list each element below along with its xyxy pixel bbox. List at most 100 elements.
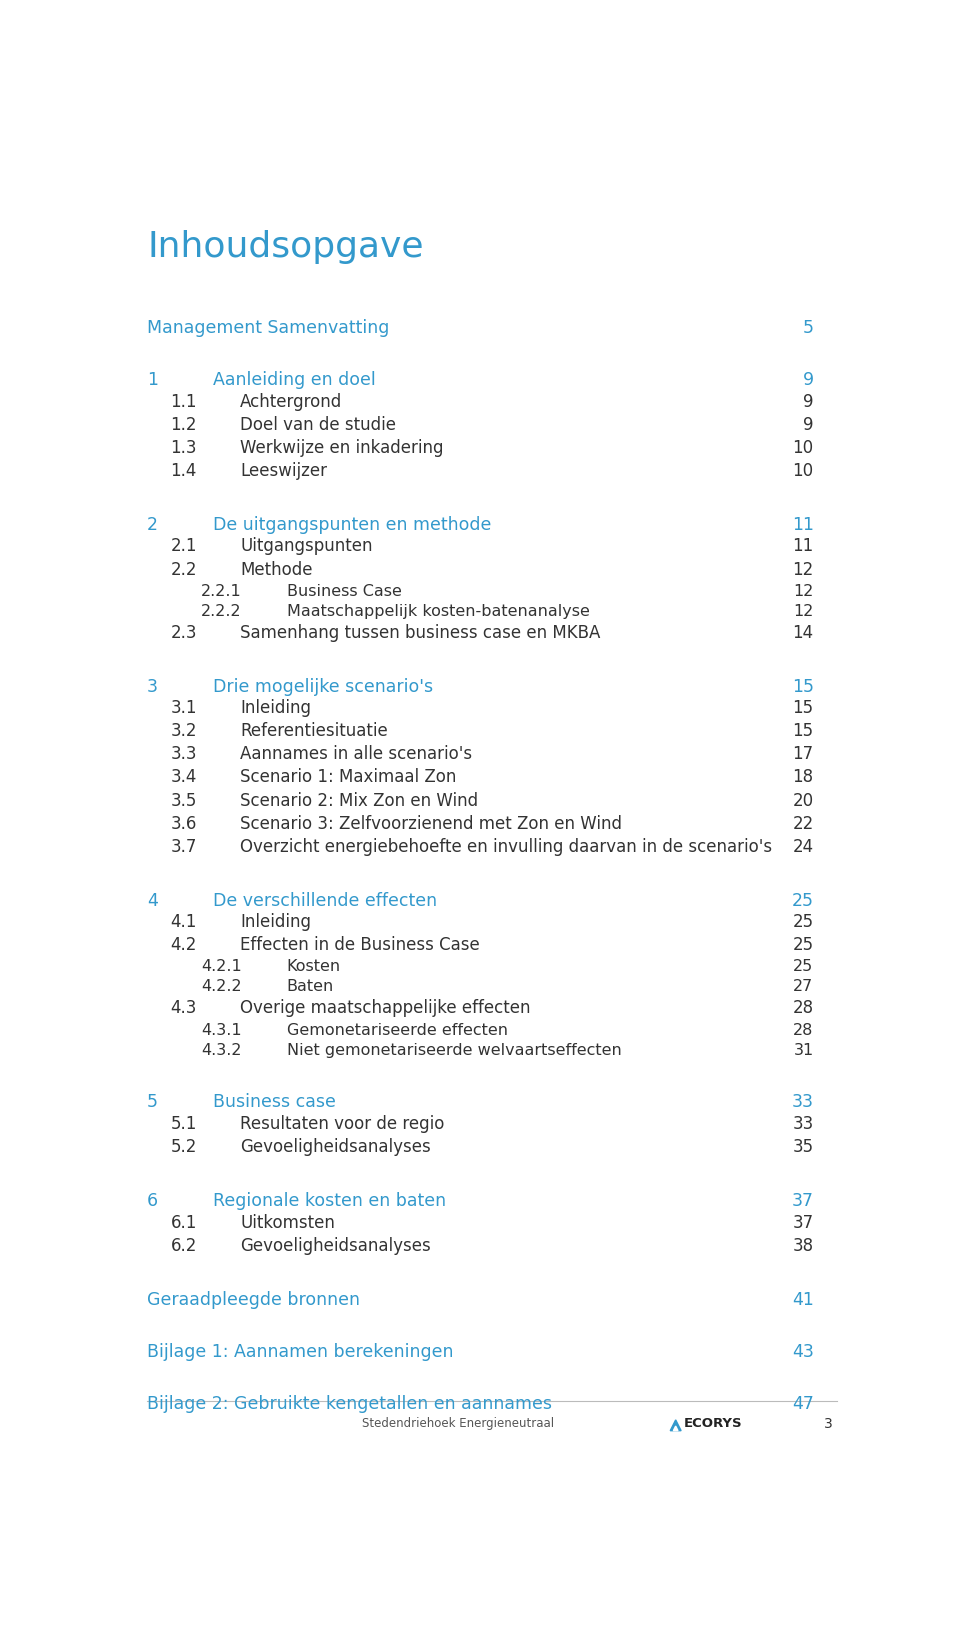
Text: 1.4: 1.4	[170, 461, 197, 479]
Text: 3.3: 3.3	[170, 745, 197, 763]
Text: Werkwijze en inkadering: Werkwijze en inkadering	[240, 438, 444, 456]
Text: 3.2: 3.2	[170, 722, 197, 740]
Text: Bijlage 1: Aannamen berekeningen: Bijlage 1: Aannamen berekeningen	[147, 1343, 454, 1361]
Text: Aanleiding en doel: Aanleiding en doel	[213, 372, 375, 390]
Text: 14: 14	[793, 624, 814, 642]
Text: Stedendriehoek Energieneutraal: Stedendriehoek Energieneutraal	[362, 1416, 554, 1430]
Text: ECORYS: ECORYS	[684, 1416, 742, 1430]
Text: Resultaten voor de regio: Resultaten voor de regio	[240, 1115, 444, 1133]
Text: 37: 37	[792, 1192, 814, 1209]
Text: 10: 10	[793, 461, 814, 479]
Text: De verschillende effecten: De verschillende effecten	[213, 892, 437, 910]
Text: 28: 28	[793, 1022, 814, 1038]
Text: Gemonetariseerde effecten: Gemonetariseerde effecten	[287, 1022, 508, 1038]
Text: 20: 20	[793, 792, 814, 810]
Text: 2.2: 2.2	[170, 561, 197, 579]
Text: 6.1: 6.1	[170, 1214, 197, 1232]
Text: 11: 11	[792, 538, 814, 556]
Text: 25: 25	[793, 960, 814, 975]
Text: Inhoudsopgave: Inhoudsopgave	[147, 230, 423, 264]
Text: Maatschappelijk kosten-batenanalyse: Maatschappelijk kosten-batenanalyse	[287, 603, 589, 619]
Text: 24: 24	[793, 838, 814, 856]
Text: Gevoeligheidsanalyses: Gevoeligheidsanalyses	[240, 1138, 431, 1156]
Text: Leeswijzer: Leeswijzer	[240, 461, 327, 479]
Text: Business Case: Business Case	[287, 584, 401, 598]
Polygon shape	[670, 1420, 681, 1431]
Text: 11: 11	[792, 517, 814, 535]
Text: De uitgangspunten en methode: De uitgangspunten en methode	[213, 517, 492, 535]
Text: 47: 47	[792, 1395, 814, 1413]
Text: Inleiding: Inleiding	[240, 913, 311, 931]
Text: 2.2.1: 2.2.1	[202, 584, 242, 598]
Text: Referentiesituatie: Referentiesituatie	[240, 722, 388, 740]
Text: 15: 15	[793, 699, 814, 717]
Text: 31: 31	[793, 1043, 814, 1058]
Text: Doel van de studie: Doel van de studie	[240, 416, 396, 434]
Text: 2: 2	[147, 517, 158, 535]
Text: 4.2.1: 4.2.1	[202, 960, 242, 975]
Text: Bijlage 2: Gebruikte kengetallen en aannames: Bijlage 2: Gebruikte kengetallen en aann…	[147, 1395, 552, 1413]
Text: 15: 15	[793, 722, 814, 740]
Text: 22: 22	[792, 815, 814, 833]
Text: 3: 3	[147, 678, 158, 696]
Text: Geraadpleegde bronnen: Geraadpleegde bronnen	[147, 1291, 360, 1309]
Text: 4.3.2: 4.3.2	[202, 1043, 242, 1058]
Text: Kosten: Kosten	[287, 960, 341, 975]
Text: 5.1: 5.1	[170, 1115, 197, 1133]
Text: Regionale kosten en baten: Regionale kosten en baten	[213, 1192, 446, 1209]
Text: Samenhang tussen business case en MKBA: Samenhang tussen business case en MKBA	[240, 624, 601, 642]
Text: 3.5: 3.5	[170, 792, 197, 810]
Text: Inleiding: Inleiding	[240, 699, 311, 717]
Text: 4.2: 4.2	[170, 936, 197, 954]
Text: 18: 18	[793, 768, 814, 787]
Text: 25: 25	[793, 936, 814, 954]
Text: 5.2: 5.2	[170, 1138, 197, 1156]
Text: 9: 9	[804, 393, 814, 411]
Text: 1.3: 1.3	[170, 438, 197, 456]
Text: 12: 12	[792, 561, 814, 579]
Polygon shape	[673, 1426, 678, 1431]
Text: 28: 28	[793, 999, 814, 1017]
Text: 2.1: 2.1	[170, 538, 197, 556]
Text: Overige maatschappelijke effecten: Overige maatschappelijke effecten	[240, 999, 531, 1017]
Text: Gevoeligheidsanalyses: Gevoeligheidsanalyses	[240, 1237, 431, 1255]
Text: Uitkomsten: Uitkomsten	[240, 1214, 335, 1232]
Text: 3.1: 3.1	[170, 699, 197, 717]
Text: 4.3: 4.3	[170, 999, 197, 1017]
Text: 3.4: 3.4	[170, 768, 197, 787]
Text: Achtergrond: Achtergrond	[240, 393, 343, 411]
Text: Business case: Business case	[213, 1094, 336, 1112]
Text: 2.3: 2.3	[170, 624, 197, 642]
Text: 4.1: 4.1	[170, 913, 197, 931]
Text: Scenario 2: Mix Zon en Wind: Scenario 2: Mix Zon en Wind	[240, 792, 478, 810]
Text: 5: 5	[803, 319, 814, 337]
Text: 1: 1	[147, 372, 158, 390]
Text: 9: 9	[804, 416, 814, 434]
Text: 17: 17	[793, 745, 814, 763]
Text: Aannames in alle scenario's: Aannames in alle scenario's	[240, 745, 472, 763]
Text: 33: 33	[792, 1115, 814, 1133]
Text: 25: 25	[793, 913, 814, 931]
Text: Management Samenvatting: Management Samenvatting	[147, 319, 390, 337]
Text: Scenario 3: Zelfvoorzienend met Zon en Wind: Scenario 3: Zelfvoorzienend met Zon en W…	[240, 815, 622, 833]
Text: 27: 27	[793, 980, 814, 994]
Text: 3.7: 3.7	[170, 838, 197, 856]
Text: 3.6: 3.6	[170, 815, 197, 833]
Text: 5: 5	[147, 1094, 158, 1112]
Text: 25: 25	[792, 892, 814, 910]
Text: 10: 10	[793, 438, 814, 456]
Text: 9: 9	[803, 372, 814, 390]
Text: Drie mogelijke scenario's: Drie mogelijke scenario's	[213, 678, 433, 696]
Text: 38: 38	[793, 1237, 814, 1255]
Text: 2.2.2: 2.2.2	[202, 603, 242, 619]
Text: 6.2: 6.2	[170, 1237, 197, 1255]
Text: Niet gemonetariseerde welvaartseffecten: Niet gemonetariseerde welvaartseffecten	[287, 1043, 621, 1058]
Text: 43: 43	[792, 1343, 814, 1361]
Text: 35: 35	[793, 1138, 814, 1156]
Text: Scenario 1: Maximaal Zon: Scenario 1: Maximaal Zon	[240, 768, 457, 787]
Text: 1.1: 1.1	[170, 393, 197, 411]
Text: 41: 41	[792, 1291, 814, 1309]
Text: 15: 15	[792, 678, 814, 696]
Text: 6: 6	[147, 1192, 158, 1209]
Text: 3: 3	[825, 1416, 833, 1431]
